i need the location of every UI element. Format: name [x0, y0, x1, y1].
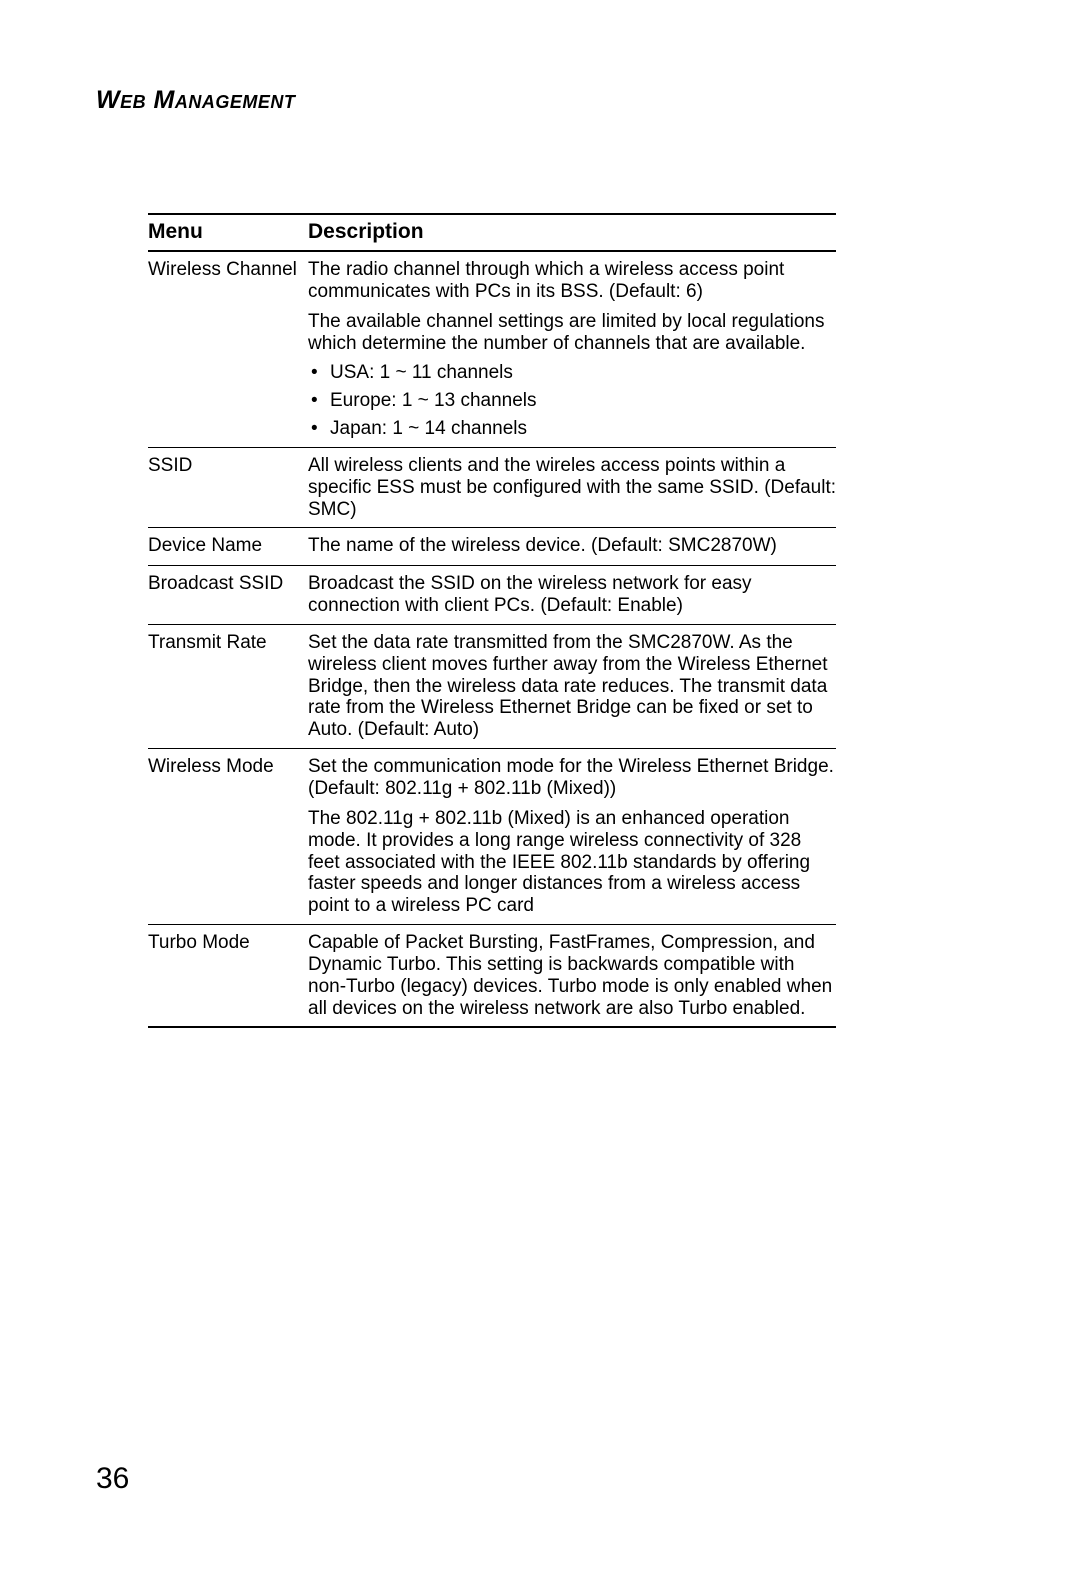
- desc-paragraph: The radio channel through which a wirele…: [308, 259, 836, 303]
- table-header-row: Menu Description: [148, 213, 836, 252]
- table-row: Transmit Rate Set the data rate transmit…: [148, 625, 836, 749]
- desc-bullet-list: USA: 1 ~ 11 channels Europe: 1 ~ 13 chan…: [308, 362, 836, 440]
- desc-paragraph: The name of the wireless device. (Defaul…: [308, 535, 836, 557]
- table-row: Device Name The name of the wireless dev…: [148, 528, 836, 566]
- page-root: Web Management Menu Description Wireless…: [0, 0, 1080, 1570]
- cell-menu: Device Name: [148, 535, 308, 558]
- page-number: 36: [96, 1462, 129, 1496]
- settings-table: Menu Description Wireless Channel The ra…: [148, 213, 836, 1028]
- desc-bullet: Europe: 1 ~ 13 channels: [308, 390, 836, 412]
- col-header-menu: Menu: [148, 220, 308, 244]
- desc-paragraph: All wireless clients and the wireles acc…: [308, 455, 836, 521]
- cell-description: Capable of Packet Bursting, FastFrames, …: [308, 932, 836, 1019]
- desc-bullet: USA: 1 ~ 11 channels: [308, 362, 836, 384]
- desc-paragraph: Capable of Packet Bursting, FastFrames, …: [308, 932, 836, 1019]
- desc-paragraph: The available channel settings are limit…: [308, 311, 836, 355]
- table-row: SSID All wireless clients and the wirele…: [148, 448, 836, 529]
- table-row: Wireless Mode Set the communication mode…: [148, 749, 836, 925]
- table-row: Wireless Channel The radio channel throu…: [148, 252, 836, 448]
- cell-menu: Transmit Rate: [148, 632, 308, 741]
- cell-description: The name of the wireless device. (Defaul…: [308, 535, 836, 558]
- desc-paragraph: Set the communication mode for the Wirel…: [308, 756, 836, 800]
- cell-description: The radio channel through which a wirele…: [308, 259, 836, 440]
- cell-description: All wireless clients and the wireles acc…: [308, 455, 836, 521]
- cell-description: Broadcast the SSID on the wireless netwo…: [308, 573, 836, 617]
- cell-description: Set the communication mode for the Wirel…: [308, 756, 836, 917]
- cell-menu: Wireless Channel: [148, 259, 308, 440]
- cell-menu: Wireless Mode: [148, 756, 308, 917]
- table-row: Broadcast SSID Broadcast the SSID on the…: [148, 566, 836, 625]
- col-header-description: Description: [308, 220, 836, 244]
- cell-menu: Broadcast SSID: [148, 573, 308, 617]
- cell-description: Set the data rate transmitted from the S…: [308, 632, 836, 741]
- desc-paragraph: Broadcast the SSID on the wireless netwo…: [308, 573, 836, 617]
- cell-menu: Turbo Mode: [148, 932, 308, 1019]
- desc-bullet: Japan: 1 ~ 14 channels: [308, 418, 836, 440]
- desc-paragraph: The 802.11g + 802.11b (Mixed) is an enha…: [308, 808, 836, 917]
- desc-paragraph: Set the data rate transmitted from the S…: [308, 632, 836, 741]
- table-row: Turbo Mode Capable of Packet Bursting, F…: [148, 925, 836, 1028]
- section-header: Web Management: [96, 86, 934, 115]
- cell-menu: SSID: [148, 455, 308, 521]
